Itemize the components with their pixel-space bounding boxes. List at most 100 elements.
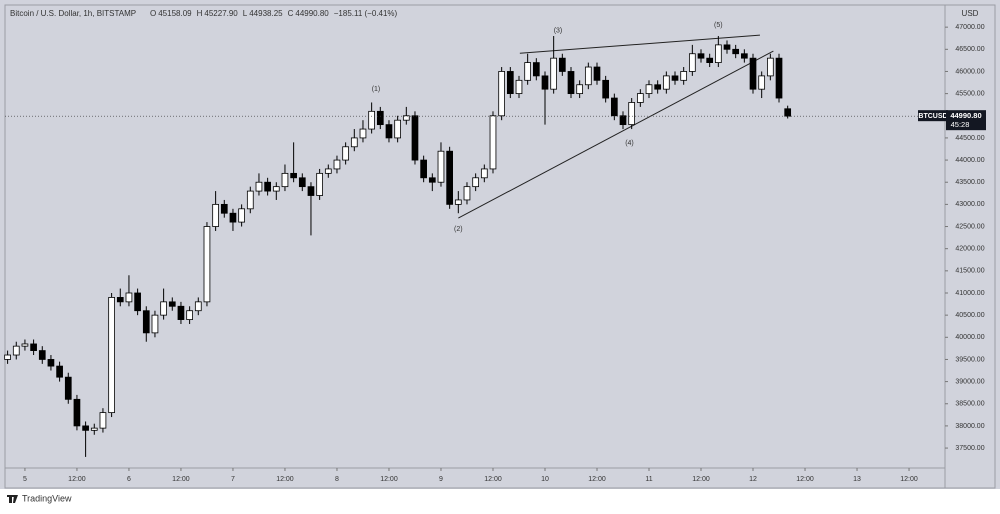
x-tick-label: 8 — [335, 476, 339, 483]
candle-body — [142, 310, 150, 334]
ohlc-low: 44938.25 — [249, 9, 283, 18]
chart-title: Bitcoin / U.S. Dollar, 1h, BITSTAMP — [10, 9, 136, 18]
candle-body — [472, 177, 479, 188]
candle-body — [593, 66, 601, 81]
candle-body — [758, 75, 766, 90]
ohlc-open: 45158.09 — [158, 9, 192, 18]
candle-body — [541, 75, 549, 90]
ohlc-l: L — [243, 9, 248, 18]
candle-body — [628, 102, 636, 126]
ohlc-header: O 45158.09 H 45227.90 L 44938.25 C 44990.80 −185… — [150, 9, 398, 18]
x-tick-label: 13 — [853, 476, 861, 483]
candle-body — [645, 84, 653, 95]
candle-body — [584, 66, 592, 86]
candle-body — [160, 301, 167, 316]
candle-body — [775, 57, 783, 99]
candle-body — [662, 75, 670, 90]
candle-body — [385, 124, 393, 139]
candle-body — [359, 128, 367, 139]
candle-body — [411, 115, 419, 161]
y-tick-label: 37500.00 — [955, 445, 984, 452]
candle-body — [550, 57, 558, 90]
ohlc-o: O — [150, 9, 156, 18]
candle-body — [281, 172, 289, 188]
candle-body — [420, 159, 427, 179]
candle-body — [697, 53, 705, 59]
candle-body — [272, 186, 280, 192]
candle-body — [428, 177, 436, 183]
ohlc-c: C — [288, 9, 294, 18]
candle-body — [567, 71, 575, 95]
candle-body — [714, 44, 722, 63]
x-tick-label: 12:00 — [588, 476, 606, 483]
y-tick-label: 44000.00 — [955, 157, 984, 164]
candle-body — [454, 199, 462, 205]
y-tick-label: 42000.00 — [955, 246, 984, 253]
candle-body — [203, 226, 211, 303]
candle-body — [264, 181, 271, 192]
price-tag-value: 44990.80 — [950, 111, 981, 120]
wave-label: (3) — [554, 28, 563, 35]
ohlc-h: H — [197, 9, 203, 18]
candle-body — [619, 115, 627, 126]
x-tick-label: 9 — [439, 476, 443, 483]
candle-body — [168, 301, 176, 307]
candle-body — [688, 53, 696, 72]
candle-body — [4, 354, 11, 360]
candle-body — [38, 350, 46, 360]
y-tick-label: 43500.00 — [955, 179, 984, 186]
candle-body — [654, 84, 662, 90]
x-tick-label: 7 — [231, 476, 235, 483]
candle-body — [480, 168, 488, 179]
y-tick-label: 39000.00 — [955, 378, 984, 385]
trendline — [458, 50, 774, 219]
y-tick-label: 41500.00 — [955, 268, 984, 275]
candle-body — [749, 57, 757, 90]
candle-body — [740, 53, 748, 59]
y-tick-label: 39500.00 — [955, 356, 984, 363]
candle-body — [56, 365, 63, 378]
wave-label: (1) — [372, 86, 381, 93]
y-tick-label: 43000.00 — [955, 201, 984, 208]
candle-body — [194, 301, 202, 312]
candle-body — [437, 150, 445, 183]
price-tag-symbol-bg — [918, 110, 948, 122]
candle-body — [368, 110, 375, 130]
x-tick-label: 10 — [541, 476, 549, 483]
candle-body — [246, 190, 254, 210]
candle-body — [636, 93, 644, 103]
candle-body — [324, 168, 332, 174]
x-tick-label: 12:00 — [692, 476, 710, 483]
candle-body — [73, 398, 81, 427]
wave-label: (5) — [714, 22, 723, 29]
y-tick-label: 45500.00 — [955, 90, 984, 97]
candle-body — [342, 146, 349, 161]
candle-body — [212, 203, 219, 227]
candle-body — [498, 71, 505, 117]
candle-body — [90, 427, 98, 431]
candle-body — [350, 137, 358, 148]
candle-body — [316, 172, 323, 196]
candle-body — [108, 297, 115, 414]
candle-body — [125, 292, 133, 303]
x-tick-label: 12:00 — [796, 476, 814, 483]
candle-body — [116, 297, 124, 303]
footer-brand: TradingView — [22, 493, 72, 503]
candle-body — [706, 57, 714, 63]
candle-body — [463, 186, 471, 201]
x-tick-label: 11 — [645, 476, 652, 483]
candle-body — [680, 71, 688, 81]
candle-body — [784, 108, 792, 117]
x-tick-label: 12:00 — [68, 476, 86, 483]
candle-body — [576, 84, 584, 95]
candle-body — [732, 48, 740, 55]
x-tick-label: 12:00 — [900, 476, 918, 483]
price-tag-countdown: 45:28 — [951, 120, 970, 129]
trendline — [519, 34, 760, 54]
candle-body — [671, 75, 679, 81]
y-tick-label: 40000.00 — [955, 334, 984, 341]
ohlc-high: 45227.90 — [204, 9, 238, 18]
candle-body — [558, 57, 566, 72]
price-tag-symbol: BTCUSD — [918, 113, 947, 120]
